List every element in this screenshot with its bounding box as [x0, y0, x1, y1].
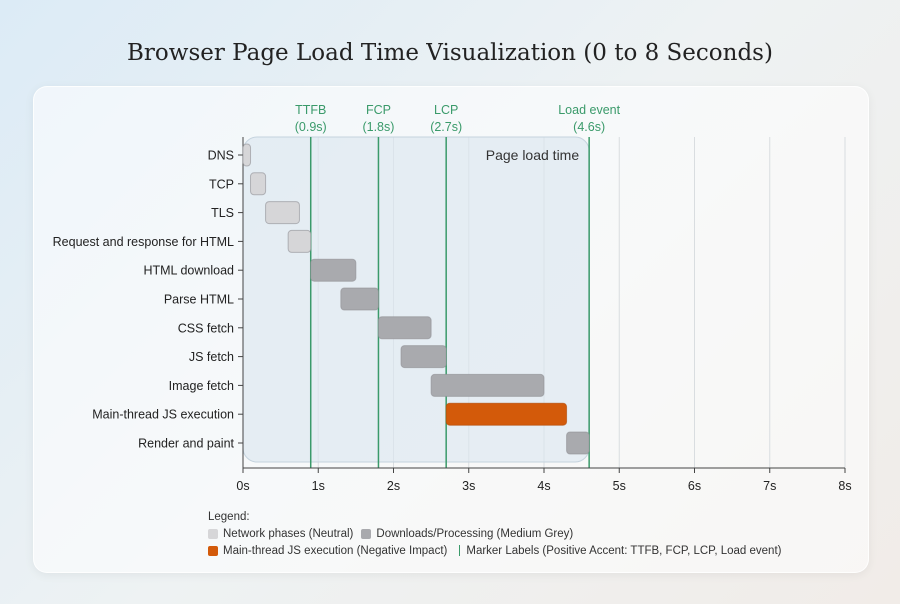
- task-label: Request and response for HTML: [53, 235, 234, 249]
- task-bar: [566, 431, 590, 455]
- x-tick-label: 4s: [537, 479, 550, 493]
- marker-value: (0.9s): [295, 120, 327, 134]
- chart-title: Browser Page Load Time Visualization (0 …: [127, 40, 773, 66]
- legend-processing: Downloads/Processing (Medium Grey): [361, 528, 573, 540]
- task-label: DNS: [208, 149, 234, 163]
- task-bar: [250, 172, 267, 196]
- task-label: Image fetch: [169, 379, 234, 393]
- task-label: Render and paint: [138, 437, 234, 451]
- task-bar: [377, 316, 432, 340]
- marker-swatch: [459, 545, 461, 556]
- marker-name: Load event: [558, 103, 620, 117]
- x-tick-label: 7s: [763, 479, 776, 493]
- x-tick-label: 0s: [236, 479, 249, 493]
- network-swatch: [208, 528, 218, 539]
- task-bar: [242, 143, 252, 167]
- x-tick-label: 3s: [462, 479, 475, 493]
- task-bar: [400, 345, 447, 369]
- js-swatch: [208, 545, 218, 556]
- task-label: Parse HTML: [164, 293, 234, 307]
- marker-name: TTFB: [295, 103, 326, 117]
- x-tick-label: 2s: [387, 479, 400, 493]
- task-bar: [310, 258, 357, 282]
- legend-marker-label: Marker Labels (Positive Accent: TTFB, FC…: [466, 544, 782, 557]
- legend-processing-label: Downloads/Processing (Medium Grey): [376, 527, 574, 540]
- task-label: TCP: [209, 177, 234, 191]
- x-tick-label: 6s: [688, 479, 701, 493]
- marker-name: FCP: [366, 103, 391, 117]
- legend-network: Network phases (Neutral): [208, 528, 353, 540]
- task-label: Main-thread JS execution: [92, 408, 234, 422]
- task-bar: [430, 373, 545, 397]
- task-label: CSS fetch: [178, 321, 234, 335]
- task-label: HTML download: [143, 264, 234, 278]
- task-label: TLS: [211, 206, 234, 220]
- legend: Legend: Network phases (Neutral) Downloa…: [208, 508, 789, 559]
- marker-value: (4.6s): [573, 120, 605, 134]
- task-label: JS fetch: [189, 350, 234, 364]
- marker-name: LCP: [434, 103, 458, 117]
- processing-swatch: [361, 528, 372, 539]
- legend-marker: Marker Labels (Positive Accent: TTFB, FC…: [455, 545, 781, 557]
- marker-value: (1.8s): [362, 120, 394, 134]
- task-bar: [340, 287, 379, 311]
- legend-js: Main-thread JS execution (Negative Impac…: [208, 545, 447, 557]
- x-tick-label: 8s: [838, 479, 851, 493]
- task-bar: [265, 201, 300, 225]
- marker-value: (2.7s): [430, 120, 462, 134]
- task-bar: [287, 229, 312, 253]
- legend-js-label: Main-thread JS execution (Negative Impac…: [223, 544, 448, 557]
- x-tick-label: 1s: [312, 479, 325, 493]
- legend-title: Legend:: [208, 510, 250, 523]
- region-label: Page load time: [486, 147, 580, 163]
- legend-network-label: Network phases (Neutral): [223, 527, 354, 540]
- task-bar: [445, 402, 568, 426]
- x-tick-label: 5s: [613, 479, 626, 493]
